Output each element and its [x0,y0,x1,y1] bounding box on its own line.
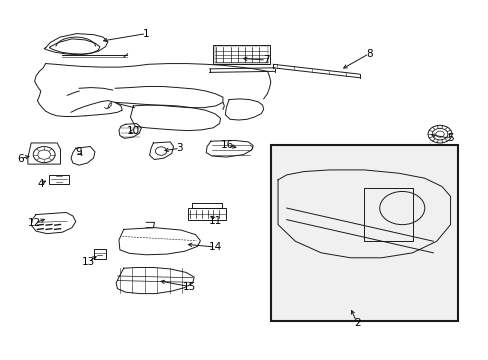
Text: 1: 1 [142,28,149,39]
Text: 7: 7 [262,55,269,65]
Bar [93,249,105,259]
Bar [214,46,268,63]
Text: 4: 4 [38,179,44,189]
Text: 15: 15 [183,282,196,292]
Text: 10: 10 [126,126,140,136]
Bar [270,145,457,321]
Text: 14: 14 [209,242,222,252]
Text: 9: 9 [76,147,82,157]
Text: 6: 6 [17,154,23,164]
Bar [187,208,226,220]
Text: 13: 13 [82,257,95,267]
Text: 2: 2 [353,318,360,328]
Text: 11: 11 [209,216,222,226]
Text: 5: 5 [447,133,453,143]
Bar [213,45,269,64]
Text: 8: 8 [365,49,372,59]
Text: 16: 16 [221,140,234,150]
Text: 3: 3 [176,143,183,153]
Bar [364,188,412,241]
Bar [49,175,69,184]
Text: 12: 12 [28,218,41,228]
